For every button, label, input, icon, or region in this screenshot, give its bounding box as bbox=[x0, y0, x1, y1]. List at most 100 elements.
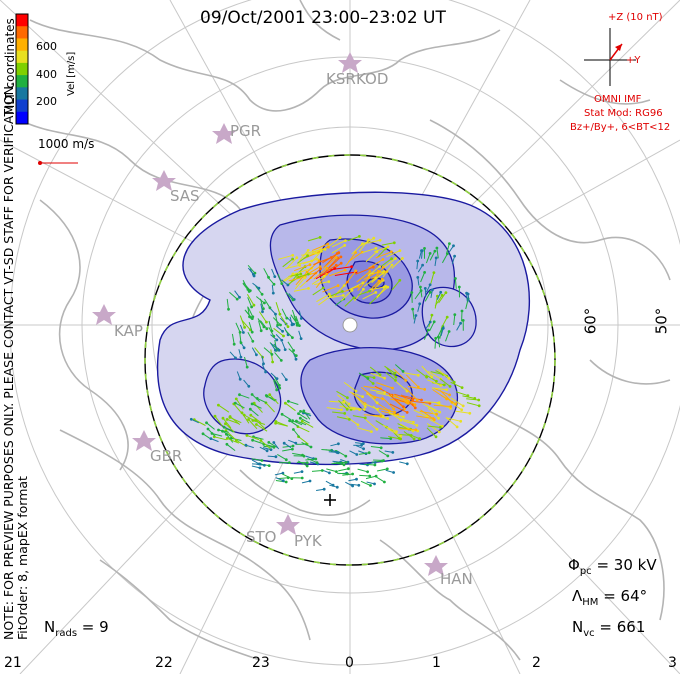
velocity-vector bbox=[466, 293, 468, 302]
velocity-vector bbox=[370, 389, 385, 394]
velocity-vector bbox=[318, 295, 331, 306]
velocity-vector bbox=[345, 252, 357, 267]
velocity-vector bbox=[241, 320, 251, 331]
velocity-vector bbox=[266, 276, 275, 285]
velocity-vector bbox=[298, 330, 302, 339]
velocity-vector bbox=[394, 364, 404, 372]
velocity-vector bbox=[245, 444, 254, 449]
velocity-vector bbox=[349, 406, 365, 410]
velocity-vector bbox=[282, 258, 293, 268]
velocity-vector bbox=[417, 277, 420, 286]
velocity-vector bbox=[255, 296, 265, 304]
velocity-vector bbox=[260, 440, 271, 450]
velocity-vector bbox=[275, 334, 283, 341]
velocity-vector bbox=[271, 284, 274, 294]
velocity-vector bbox=[451, 255, 456, 265]
velocity-vector bbox=[348, 478, 357, 482]
velocity-vector bbox=[273, 376, 280, 386]
velocity-vector bbox=[281, 308, 288, 319]
velocity-vector bbox=[338, 468, 349, 472]
velocity-vector bbox=[194, 419, 206, 426]
velocity-vector bbox=[275, 302, 281, 315]
right-cell bbox=[421, 286, 477, 348]
velocity-vector bbox=[383, 258, 396, 269]
velocity-vector bbox=[253, 402, 263, 413]
velocity-vector bbox=[388, 413, 404, 418]
velocity-vector bbox=[263, 298, 271, 309]
velocity-vector bbox=[261, 364, 267, 373]
velocity-vector bbox=[368, 259, 384, 269]
velocity-vector bbox=[440, 328, 444, 337]
velocity-vector bbox=[364, 463, 375, 466]
velocity-vector bbox=[450, 397, 464, 407]
velocity-vector bbox=[218, 429, 229, 433]
velocity-vector bbox=[370, 446, 382, 449]
velocity-vector bbox=[424, 292, 431, 302]
velocity-vectors bbox=[189, 235, 481, 491]
velocity-vector bbox=[251, 347, 257, 356]
colorbar bbox=[15, 13, 29, 125]
velocity-vector bbox=[247, 297, 253, 308]
velocity-vector bbox=[430, 289, 433, 298]
station-label-sto: STO bbox=[246, 528, 277, 546]
colorbar-segment bbox=[16, 38, 28, 52]
velocity-vector bbox=[425, 284, 431, 293]
velocity-vector bbox=[306, 268, 321, 283]
velocity-vector bbox=[322, 285, 339, 293]
velocity-vector bbox=[416, 415, 434, 419]
velocity-vector bbox=[370, 372, 385, 379]
velocity-vector bbox=[456, 323, 462, 331]
velocity-vector bbox=[366, 392, 378, 404]
velocity-vector bbox=[385, 469, 394, 473]
velocity-vector bbox=[316, 488, 325, 491]
velocity-vector bbox=[445, 417, 458, 428]
velocity-vector bbox=[311, 275, 325, 285]
velocity-vector bbox=[262, 447, 272, 451]
velocity-vector bbox=[251, 458, 262, 461]
velocity-vector bbox=[246, 294, 255, 306]
latitude-label-50: 50° bbox=[652, 307, 671, 335]
velocity-vector bbox=[210, 438, 219, 443]
velocity-vector bbox=[229, 416, 242, 424]
velocity-vector bbox=[287, 341, 295, 351]
velocity-vector bbox=[446, 417, 461, 422]
velocity-vector bbox=[462, 395, 475, 399]
velocity-vector bbox=[275, 421, 288, 427]
velocity-vector bbox=[247, 267, 254, 275]
velocity-vector bbox=[433, 404, 451, 407]
velocity-vector bbox=[376, 382, 393, 389]
velocity-vector bbox=[332, 460, 341, 463]
velocity-vector bbox=[385, 372, 396, 381]
velocity-vector bbox=[282, 473, 293, 480]
vector-count: Nvc = 661 bbox=[572, 618, 646, 639]
velocity-vector bbox=[300, 410, 311, 415]
velocity-vector bbox=[365, 419, 378, 430]
velocity-vector bbox=[280, 315, 289, 327]
velocity-vector bbox=[296, 420, 307, 426]
velocity-vector bbox=[270, 343, 276, 351]
velocity-vector bbox=[278, 254, 293, 260]
velocity-vector bbox=[233, 403, 243, 414]
velocity-vector bbox=[393, 368, 407, 381]
velocity-vector bbox=[440, 394, 456, 405]
velocity-vector bbox=[300, 417, 310, 424]
velocity-vector bbox=[277, 453, 287, 461]
velocity-vector bbox=[255, 419, 266, 429]
colorbar-tick-200: 200 bbox=[36, 95, 57, 108]
velocity-vector bbox=[345, 481, 353, 487]
velocity-vector bbox=[359, 474, 370, 477]
velocity-vector bbox=[434, 295, 443, 307]
velocity-vector bbox=[288, 348, 297, 356]
velocity-vector bbox=[437, 368, 450, 379]
velocity-vector bbox=[301, 252, 316, 256]
velocity-vector bbox=[269, 394, 279, 405]
velocity-vector bbox=[425, 253, 431, 264]
velocity-vector bbox=[311, 250, 322, 263]
velocity-vector bbox=[398, 434, 412, 436]
velocity-vector bbox=[371, 278, 383, 293]
station-label-sas: SAS bbox=[170, 187, 200, 205]
velocity-vector bbox=[430, 371, 444, 375]
imf-y-label: +Y bbox=[626, 55, 641, 66]
velocity-vector bbox=[312, 287, 324, 296]
velocity-vector bbox=[418, 250, 422, 259]
